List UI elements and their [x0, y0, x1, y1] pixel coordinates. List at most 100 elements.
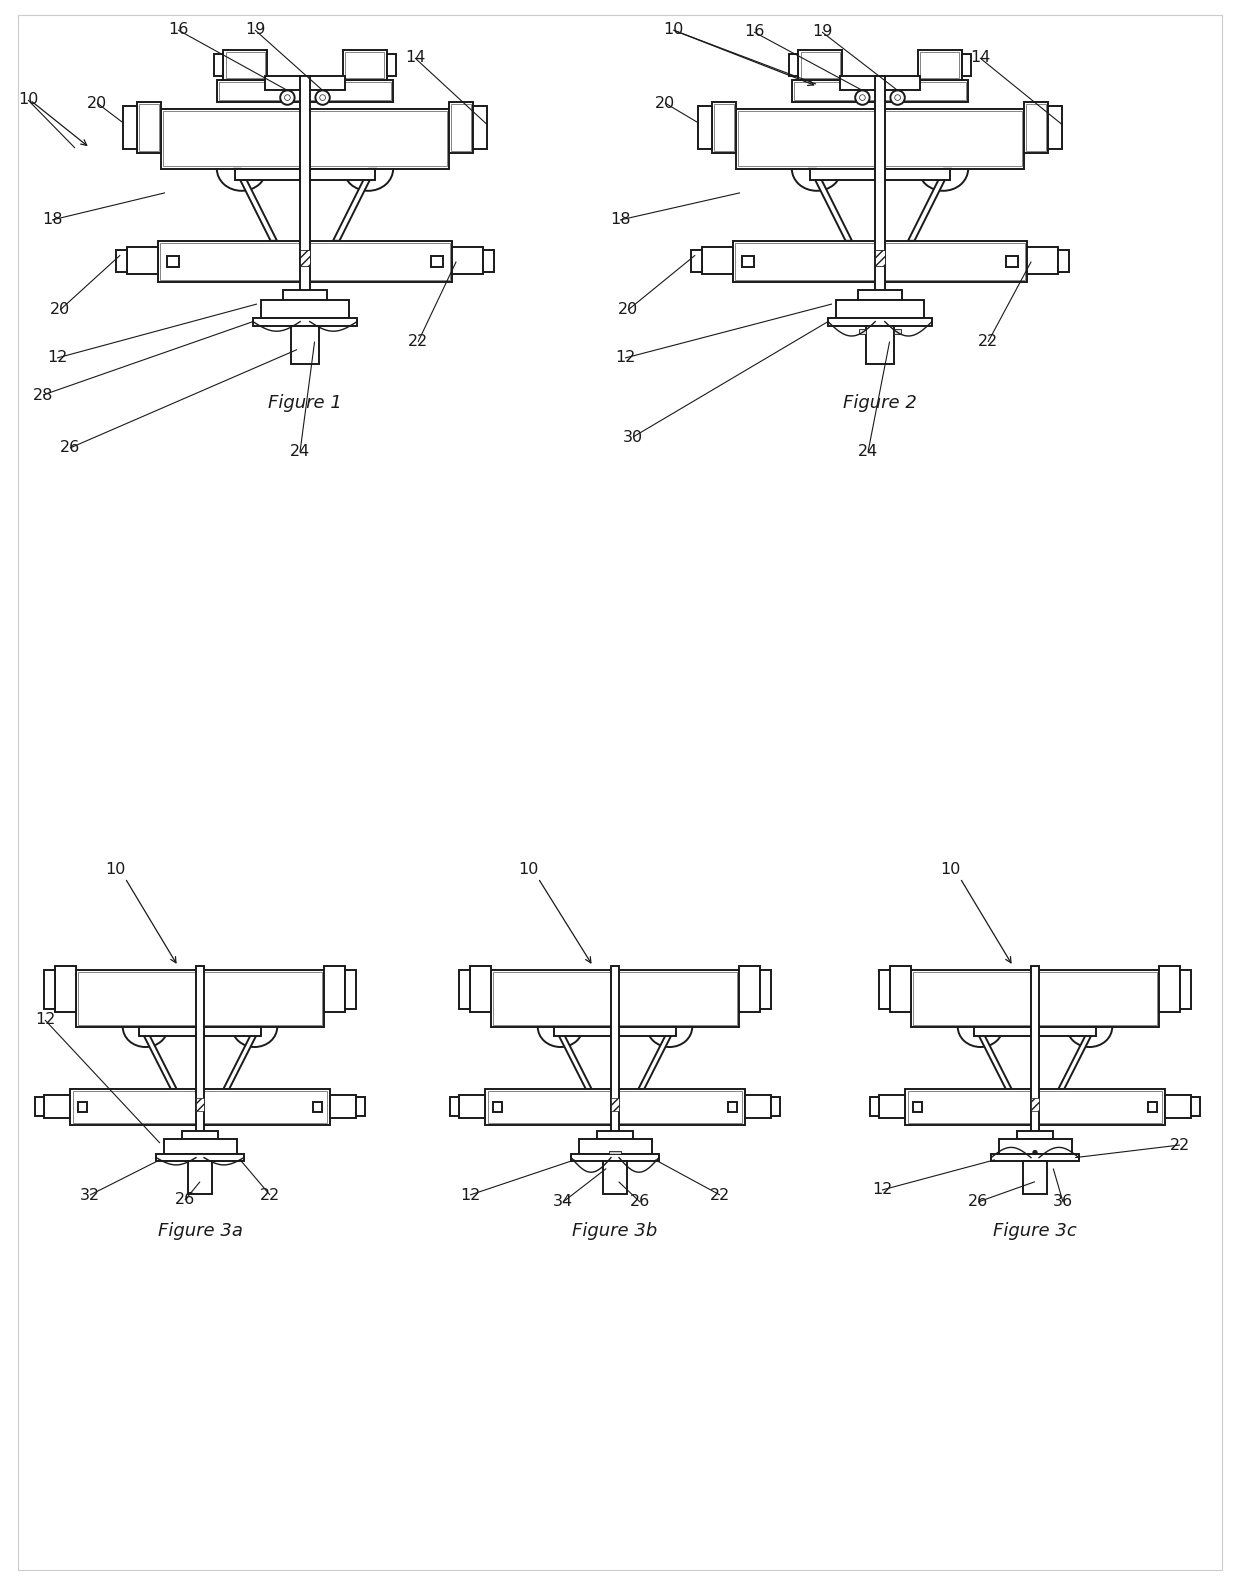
Bar — [913, 1103, 923, 1113]
Text: 16: 16 — [167, 22, 188, 38]
Text: Figure 3a: Figure 3a — [157, 1222, 243, 1239]
Bar — [738, 111, 1022, 166]
Bar — [795, 82, 966, 100]
Bar — [760, 970, 771, 1008]
Bar — [713, 105, 734, 151]
Bar — [43, 970, 56, 1008]
Bar — [869, 1097, 879, 1116]
Bar — [1058, 249, 1069, 273]
Text: 22: 22 — [408, 334, 428, 350]
Bar — [1023, 1162, 1047, 1194]
Text: 18: 18 — [610, 212, 630, 228]
Bar — [611, 1098, 619, 1111]
Bar — [611, 967, 619, 1182]
Text: 12: 12 — [35, 1013, 56, 1027]
Bar — [345, 52, 384, 78]
Text: 10: 10 — [518, 862, 538, 878]
Text: Figure 3c: Figure 3c — [993, 1222, 1076, 1239]
Bar — [1159, 967, 1179, 1013]
Bar — [223, 49, 268, 79]
Text: 26: 26 — [968, 1195, 988, 1209]
Text: 32: 32 — [79, 1187, 100, 1203]
Bar — [839, 76, 920, 90]
Bar — [139, 105, 160, 151]
Bar — [920, 52, 960, 78]
Bar — [911, 970, 1159, 1027]
Bar — [743, 257, 754, 268]
Text: 22: 22 — [260, 1187, 280, 1203]
Bar — [45, 1095, 71, 1117]
Text: 36: 36 — [1053, 1195, 1073, 1209]
Bar — [737, 109, 1024, 168]
Text: 14: 14 — [970, 51, 991, 65]
Bar — [620, 1027, 676, 1037]
Bar — [810, 168, 875, 181]
Bar — [691, 249, 702, 273]
Bar — [449, 103, 472, 152]
Bar — [1179, 970, 1192, 1008]
Text: 12: 12 — [47, 350, 67, 366]
Circle shape — [280, 90, 295, 105]
Bar — [310, 168, 376, 181]
Text: 20: 20 — [618, 303, 639, 317]
Bar — [879, 970, 890, 1008]
Polygon shape — [554, 1027, 591, 1089]
Polygon shape — [223, 1027, 260, 1089]
Bar — [1030, 1098, 1039, 1111]
Bar — [859, 330, 866, 334]
Bar — [356, 1097, 366, 1116]
Bar — [702, 247, 733, 274]
Text: 10: 10 — [105, 862, 125, 878]
Bar — [998, 1140, 1071, 1154]
Bar — [196, 1098, 205, 1111]
Bar — [73, 1090, 327, 1124]
Text: 24: 24 — [858, 444, 878, 460]
Text: 12: 12 — [460, 1187, 480, 1203]
Text: 10: 10 — [940, 862, 960, 878]
Bar — [71, 1089, 330, 1125]
Bar — [799, 49, 842, 79]
Text: 26: 26 — [175, 1192, 195, 1208]
Text: 26: 26 — [60, 441, 81, 455]
Circle shape — [1033, 1151, 1037, 1155]
Bar — [164, 111, 446, 166]
Bar — [253, 317, 357, 325]
Polygon shape — [908, 168, 950, 241]
Bar — [1025, 105, 1047, 151]
Bar — [470, 967, 491, 1013]
Circle shape — [859, 95, 866, 100]
Bar — [482, 249, 494, 273]
Bar — [579, 1140, 651, 1154]
Bar — [875, 76, 885, 347]
Bar — [136, 103, 161, 152]
Text: 14: 14 — [404, 51, 425, 65]
Bar — [1039, 1027, 1096, 1037]
Bar — [1190, 1097, 1200, 1116]
Bar — [491, 970, 739, 1027]
Bar — [78, 1103, 87, 1113]
Bar — [312, 1103, 322, 1113]
Text: Figure 3b: Figure 3b — [573, 1222, 657, 1239]
Text: 26: 26 — [630, 1195, 650, 1209]
Bar — [450, 105, 471, 151]
Bar — [219, 82, 391, 100]
Bar — [879, 1095, 905, 1117]
Bar — [858, 290, 901, 300]
Text: 22: 22 — [709, 1187, 730, 1203]
Bar — [291, 325, 319, 365]
Bar — [866, 325, 894, 365]
Bar — [609, 1151, 621, 1154]
Polygon shape — [334, 168, 376, 241]
Text: 18: 18 — [42, 212, 62, 228]
Bar — [1164, 1095, 1190, 1117]
Text: 20: 20 — [50, 303, 71, 317]
Text: 10: 10 — [663, 22, 683, 38]
Bar — [894, 330, 900, 334]
Bar — [300, 76, 310, 347]
Bar — [485, 1089, 744, 1125]
Text: Figure 1: Figure 1 — [268, 395, 342, 412]
Bar — [167, 257, 179, 268]
Bar — [712, 103, 737, 152]
Bar — [698, 106, 712, 149]
Text: 19: 19 — [244, 22, 265, 38]
